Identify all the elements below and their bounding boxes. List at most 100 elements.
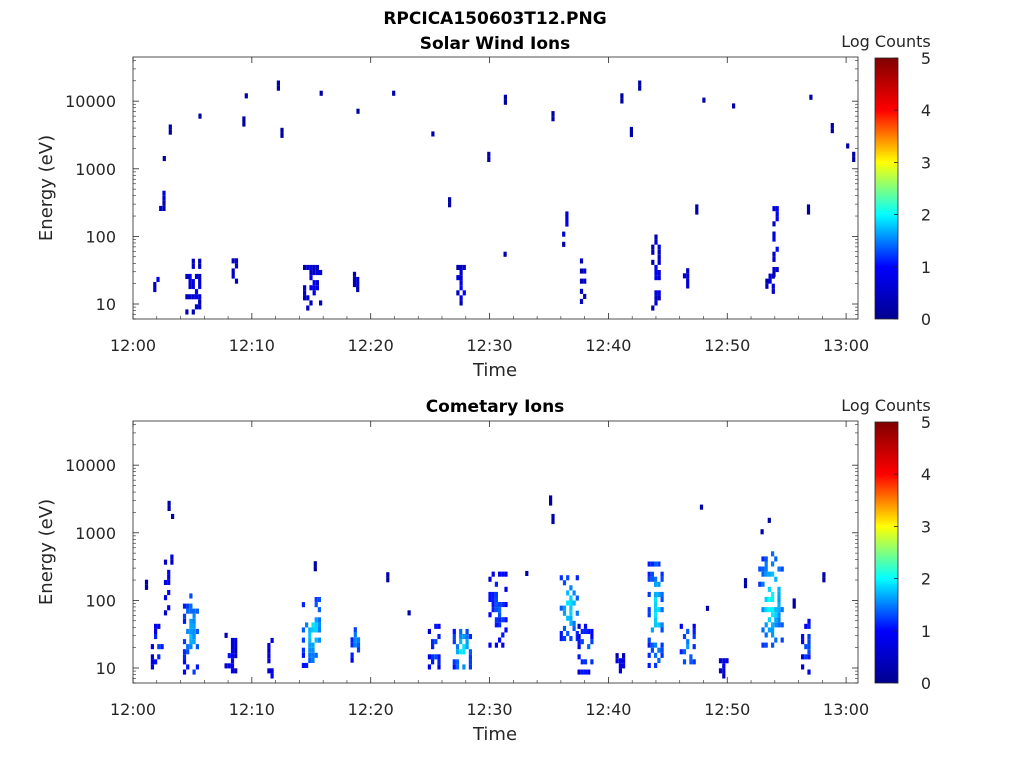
spectrogram-cell: [234, 258, 239, 264]
spectrogram-cell: [660, 652, 664, 658]
spectrogram-cell: [452, 639, 456, 645]
spectrogram-cell: [315, 264, 319, 270]
spectrogram-cell: [758, 566, 762, 572]
spectrogram-cell: [657, 622, 661, 628]
spectrogram-cell: [189, 623, 193, 629]
spectrogram-cell: [427, 628, 431, 634]
spectrogram-cell: [501, 632, 505, 638]
spectrogram-cell: [686, 283, 690, 289]
x-ticks: 12:00 12:10 12:20 12:30 12:40 12:50 13:00: [110, 57, 869, 355]
spectrogram-cell: [224, 632, 228, 638]
spectrogram-cell: [186, 649, 190, 655]
spectrogram-cell: [312, 285, 316, 291]
spectrogram-cell: [689, 654, 693, 660]
spectrogram-cell: [189, 628, 193, 634]
spectrogram-cell: [162, 195, 166, 201]
spectrogram-cell: [437, 664, 441, 670]
y-tick-label: 10: [96, 659, 116, 678]
spectrogram-cell: [695, 204, 699, 210]
spectrogram-cell: [353, 642, 357, 648]
spectrogram-cell: [407, 610, 411, 616]
spectrogram-cell: [764, 642, 768, 648]
spectrogram-cell: [504, 602, 508, 608]
spectrogram-cell: [153, 287, 157, 293]
x-ticks: 12:00 12:10 12:20 12:30 12:40 12:50 13:00: [110, 421, 869, 719]
spectrogram-cell: [618, 658, 622, 664]
spectrogram-cell: [650, 627, 654, 633]
spectrogram-cell: [657, 290, 661, 296]
spectrogram-cell: [150, 654, 154, 660]
spectrogram-cell: [182, 639, 187, 645]
spectrogram-cell: [468, 634, 472, 640]
spectrogram-cell: [434, 623, 438, 629]
spectrogram-cell: [459, 300, 463, 306]
spectrogram-cell: [657, 244, 661, 250]
spectrogram-cell: [350, 637, 354, 643]
spectrogram-cell: [679, 623, 683, 629]
spectrogram-cell: [267, 648, 271, 654]
spectrogram-cell: [760, 529, 764, 535]
spectrogram-cell: [309, 275, 313, 281]
spectrogram-cell: [462, 290, 466, 296]
spectrogram-cell: [315, 270, 319, 276]
spectrogram-cell: [654, 652, 658, 658]
spectrogram-cell: [156, 276, 160, 282]
spectrogram-cell: [577, 623, 581, 629]
spectrogram-cell: [647, 662, 651, 668]
spectrogram-cell: [319, 270, 323, 276]
spectrogram-cell: [615, 658, 619, 664]
spectrogram-cell: [764, 561, 768, 567]
spectrogram-cell: [494, 581, 498, 587]
spectrogram-cell: [198, 113, 202, 119]
spectrogram-cell: [234, 278, 239, 284]
spectrogram-cell: [774, 607, 778, 613]
spectrogram-cell: [771, 622, 775, 628]
spectrogram-cell: [462, 649, 466, 655]
spectrogram-cell: [494, 596, 498, 602]
spectrogram-cell: [315, 280, 319, 286]
spectrogram-cell: [660, 642, 664, 648]
x-tick-label: 12:40: [585, 700, 631, 719]
spectrogram-cell: [167, 569, 171, 575]
spectrogram-cell: [353, 632, 357, 638]
spectrogram-cell: [572, 620, 576, 626]
spectrogram-cell: [163, 610, 168, 616]
spectrogram-cell: [431, 654, 435, 660]
colorbar-tick-label: 3: [921, 153, 931, 172]
spectrogram-cell: [504, 617, 508, 623]
spectrogram-cell: [801, 664, 805, 670]
spectrogram-cell: [722, 663, 726, 669]
colorbar: [874, 421, 899, 684]
spectrogram-cell: [314, 597, 318, 603]
x-tick-label: 12:30: [467, 336, 513, 355]
spectrogram-cell: [185, 294, 189, 300]
spectrogram-cell: [431, 131, 435, 137]
spectrogram-cell: [494, 622, 498, 628]
spectrogram-cell: [801, 639, 805, 645]
spectrogram-cell: [311, 622, 315, 628]
spectrogram-cell: [654, 622, 658, 628]
spectrogram-cell: [488, 591, 492, 597]
spectrogram-cell: [488, 596, 492, 602]
spectrogram-cell: [583, 623, 588, 629]
spectrogram-cell: [780, 566, 784, 572]
spectrogram-cell: [559, 636, 563, 642]
plot-frame: [132, 56, 859, 320]
spectrogram-cell: [772, 267, 776, 273]
spectrogram-cell: [679, 649, 683, 655]
spectrogram-cell: [501, 642, 505, 648]
spectrogram-cell: [306, 295, 310, 301]
spectrogram-cell: [230, 658, 235, 664]
spectrogram-cell: [774, 617, 778, 623]
spectrogram-cell: [230, 663, 235, 669]
spectrogram-cell: [188, 273, 192, 279]
spectrogram-cell: [622, 658, 626, 664]
spectrogram-cell: [163, 595, 168, 601]
spectrogram-cell: [618, 668, 622, 674]
spectrogram-cell: [448, 197, 452, 203]
spectrogram-cell: [270, 668, 274, 674]
spectrogram-cell: [771, 642, 775, 648]
spectrogram-cell: [314, 637, 318, 643]
spectrogram-cell: [566, 631, 570, 637]
spectrogram-cell: [768, 278, 772, 284]
